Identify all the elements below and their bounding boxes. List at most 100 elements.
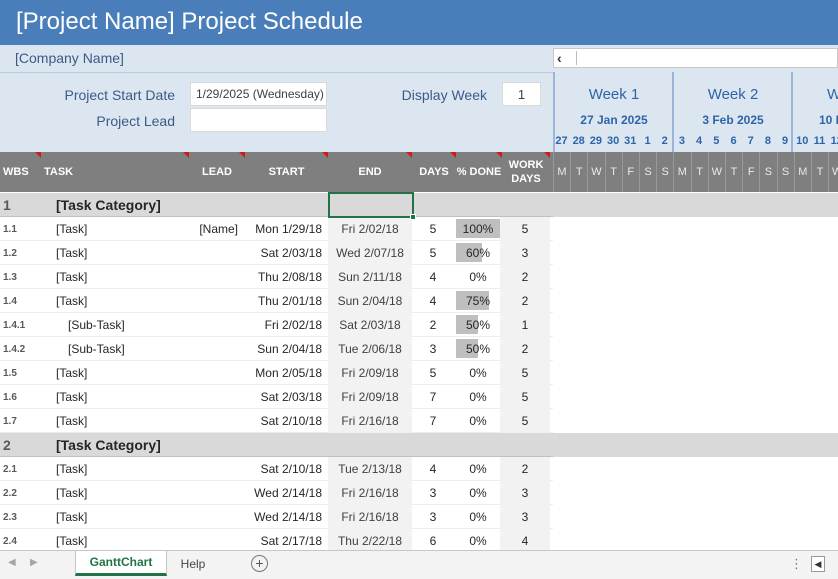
days-cell[interactable]: 5 bbox=[429, 246, 437, 260]
end-cell[interactable]: Thu 2/22/18 bbox=[328, 529, 412, 553]
col-wbs[interactable]: WBS bbox=[3, 152, 41, 192]
start-cell[interactable]: Fri 2/02/18 bbox=[264, 318, 322, 332]
wbs-cell[interactable]: 2 bbox=[3, 437, 11, 453]
work-days-cell[interactable]: 5 bbox=[500, 385, 550, 409]
col-lead[interactable]: LEAD bbox=[189, 152, 245, 192]
wbs-cell[interactable]: 2.3 bbox=[3, 511, 17, 523]
days-cell[interactable]: 5 bbox=[429, 222, 437, 236]
table-row[interactable]: 1.4.1 [Sub-Task] Fri 2/02/18 Sat 2/03/18 2 50… bbox=[0, 313, 553, 337]
start-cell[interactable]: Sun 2/04/18 bbox=[257, 342, 322, 356]
wbs-cell[interactable]: 2.2 bbox=[3, 487, 17, 499]
end-cell[interactable]: Fri 2/16/18 bbox=[328, 481, 412, 505]
wbs-cell[interactable]: 1.6 bbox=[3, 391, 17, 403]
wbs-cell[interactable]: 2.1 bbox=[3, 463, 17, 475]
lead-cell[interactable] bbox=[186, 241, 238, 265]
lead-cell[interactable] bbox=[186, 481, 238, 505]
start-cell[interactable]: Sat 2/03/18 bbox=[260, 246, 322, 260]
wbs-cell[interactable]: 1.1 bbox=[3, 223, 17, 235]
task-cell[interactable]: [Task Category] bbox=[56, 437, 161, 453]
wbs-cell[interactable]: 1 bbox=[3, 197, 11, 213]
percent-done-cell[interactable]: 0% bbox=[456, 505, 500, 529]
table-row[interactable]: 1.6 [Task] Sat 2/03/18 Fri 2/09/18 7 0% 5 bbox=[0, 385, 553, 409]
table-row[interactable]: 1.3 [Task] Thu 2/08/18 Sun 2/11/18 4 0% 2 bbox=[0, 265, 553, 289]
col-task[interactable]: TASK bbox=[44, 152, 189, 192]
task-cell[interactable]: [Task] bbox=[56, 294, 88, 308]
days-cell[interactable]: 3 bbox=[429, 486, 437, 500]
task-cell[interactable]: [Sub-Task] bbox=[68, 342, 125, 356]
end-cell[interactable]: Sun 2/04/18 bbox=[328, 289, 412, 313]
table-row[interactable]: 1.5 [Task] Mon 2/05/18 Fri 2/09/18 5 0% 5 bbox=[0, 361, 553, 385]
days-cell[interactable]: 6 bbox=[429, 534, 437, 548]
start-cell[interactable]: Thu 2/01/18 bbox=[257, 294, 322, 308]
lead-cell[interactable] bbox=[186, 385, 238, 409]
work-days-cell[interactable]: 5 bbox=[500, 361, 550, 385]
selected-cell[interactable] bbox=[328, 192, 416, 220]
scroll-left-icon[interactable]: ◀ bbox=[811, 556, 825, 572]
table-row[interactable]: 1.4.2 [Sub-Task] Sun 2/04/18 Tue 2/06/18 3 50… bbox=[0, 337, 553, 361]
wbs-cell[interactable]: 1.4.2 bbox=[3, 343, 26, 355]
table-row[interactable]: 2.1 [Task] Sat 2/10/18 Tue 2/13/18 4 0% 2 bbox=[0, 457, 553, 481]
end-cell[interactable]: Tue 2/13/18 bbox=[328, 457, 412, 481]
days-cell[interactable]: 5 bbox=[429, 366, 437, 380]
lead-cell[interactable] bbox=[186, 289, 238, 313]
task-cell[interactable]: [Task] bbox=[56, 366, 88, 380]
end-cell[interactable]: Wed 2/07/18 bbox=[328, 241, 412, 265]
col-done[interactable]: % DONE bbox=[456, 152, 502, 192]
lead-cell[interactable] bbox=[186, 457, 238, 481]
page-title[interactable]: [Project Name] Project Schedule bbox=[16, 8, 363, 35]
work-days-cell[interactable]: 1 bbox=[500, 313, 550, 337]
table-row[interactable]: 1.7 [Task] Sat 2/10/18 Fri 2/16/18 7 0% 5 bbox=[0, 409, 553, 433]
task-cell[interactable]: [Task Category] bbox=[56, 197, 161, 213]
work-days-cell[interactable]: 5 bbox=[500, 217, 550, 241]
task-cell[interactable]: [Task] bbox=[56, 486, 88, 500]
project-lead-input[interactable] bbox=[190, 108, 327, 132]
days-cell[interactable]: 3 bbox=[429, 342, 437, 356]
work-days-cell[interactable]: 2 bbox=[500, 289, 550, 313]
chevron-left-icon[interactable]: ‹ bbox=[557, 50, 562, 66]
lead-cell[interactable] bbox=[186, 265, 238, 289]
task-cell[interactable]: [Task] bbox=[56, 222, 88, 236]
sheet-next-icon[interactable]: ▶ bbox=[30, 557, 38, 568]
start-cell[interactable]: Wed 2/14/18 bbox=[254, 486, 322, 500]
start-cell[interactable]: Wed 2/14/18 bbox=[254, 510, 322, 524]
table-row[interactable]: 1.4 [Task] Thu 2/01/18 Sun 2/04/18 4 75% 2 bbox=[0, 289, 553, 313]
project-start-date-input[interactable]: 1/29/2025 (Wednesday) bbox=[190, 82, 327, 106]
end-cell[interactable]: Tue 2/06/18 bbox=[328, 337, 412, 361]
col-work-days[interactable]: WORK DAYS bbox=[502, 152, 550, 192]
task-cell[interactable]: [Task] bbox=[56, 510, 88, 524]
percent-done-cell[interactable]: 75% bbox=[456, 289, 500, 313]
lead-cell[interactable] bbox=[186, 313, 238, 337]
wbs-cell[interactable]: 1.4 bbox=[3, 295, 17, 307]
scroll-thumb[interactable] bbox=[576, 51, 580, 65]
percent-done-cell[interactable]: 60% bbox=[456, 241, 500, 265]
end-cell[interactable]: Fri 2/09/18 bbox=[328, 385, 412, 409]
work-days-cell[interactable]: 4 bbox=[500, 529, 550, 553]
work-days-cell[interactable]: 3 bbox=[500, 481, 550, 505]
col-start[interactable]: START bbox=[245, 152, 328, 192]
end-cell[interactable] bbox=[328, 433, 412, 457]
percent-done-cell[interactable]: 0% bbox=[456, 529, 500, 553]
percent-done-cell[interactable]: 0% bbox=[456, 385, 500, 409]
timeline-scrollbar[interactable]: ‹ bbox=[553, 48, 838, 68]
days-cell[interactable]: 3 bbox=[429, 510, 437, 524]
start-cell[interactable]: Sat 2/10/18 bbox=[260, 462, 322, 476]
wbs-cell[interactable]: 1.7 bbox=[3, 415, 17, 427]
start-cell[interactable]: Mon 2/05/18 bbox=[255, 366, 322, 380]
end-cell[interactable]: Fri 2/09/18 bbox=[328, 361, 412, 385]
col-end[interactable]: END bbox=[328, 152, 412, 192]
days-cell[interactable]: 2 bbox=[429, 318, 437, 332]
start-cell[interactable]: Thu 2/08/18 bbox=[257, 270, 322, 284]
wbs-cell[interactable]: 1.5 bbox=[3, 367, 17, 379]
start-cell[interactable]: Sat 2/03/18 bbox=[260, 390, 322, 404]
percent-done-cell[interactable]: 50% bbox=[456, 337, 500, 361]
category-row[interactable]: 1 [Task Category] bbox=[0, 193, 553, 217]
percent-done-cell[interactable]: 0% bbox=[456, 409, 500, 433]
lead-cell[interactable] bbox=[186, 361, 238, 385]
end-cell[interactable]: Fri 2/16/18 bbox=[328, 409, 412, 433]
wbs-cell[interactable]: 1.3 bbox=[3, 271, 17, 283]
end-cell[interactable]: Sat 2/03/18 bbox=[328, 313, 412, 337]
task-cell[interactable]: [Task] bbox=[56, 414, 88, 428]
task-cell[interactable]: [Task] bbox=[56, 246, 88, 260]
tab-ganttchart[interactable]: GanttChart bbox=[75, 551, 167, 576]
kebab-icon[interactable]: ⋮ bbox=[790, 556, 803, 571]
